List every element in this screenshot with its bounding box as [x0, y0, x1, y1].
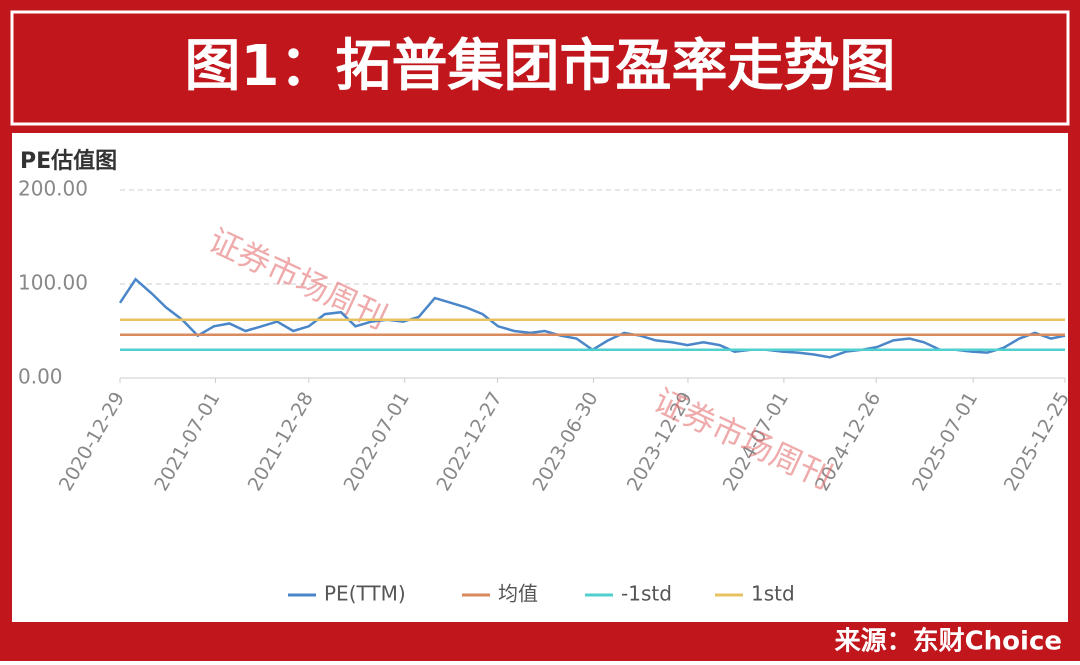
- legend-label: 1std: [751, 582, 795, 606]
- y-tick-label: 200.00: [18, 177, 88, 201]
- legend-label: PE(TTM): [324, 582, 406, 606]
- page-title: 图1：拓普集团市盈率走势图: [185, 34, 896, 99]
- legend-label: 均值: [498, 582, 538, 606]
- source: 来源：东财Choice: [835, 626, 1062, 657]
- legend-label: -1std: [621, 582, 672, 606]
- title-frame: [10, 10, 1070, 126]
- y-tick-label: 0.00: [18, 365, 63, 389]
- chart-title: PE估值图: [20, 148, 117, 174]
- y-tick-label: 100.00: [18, 271, 88, 295]
